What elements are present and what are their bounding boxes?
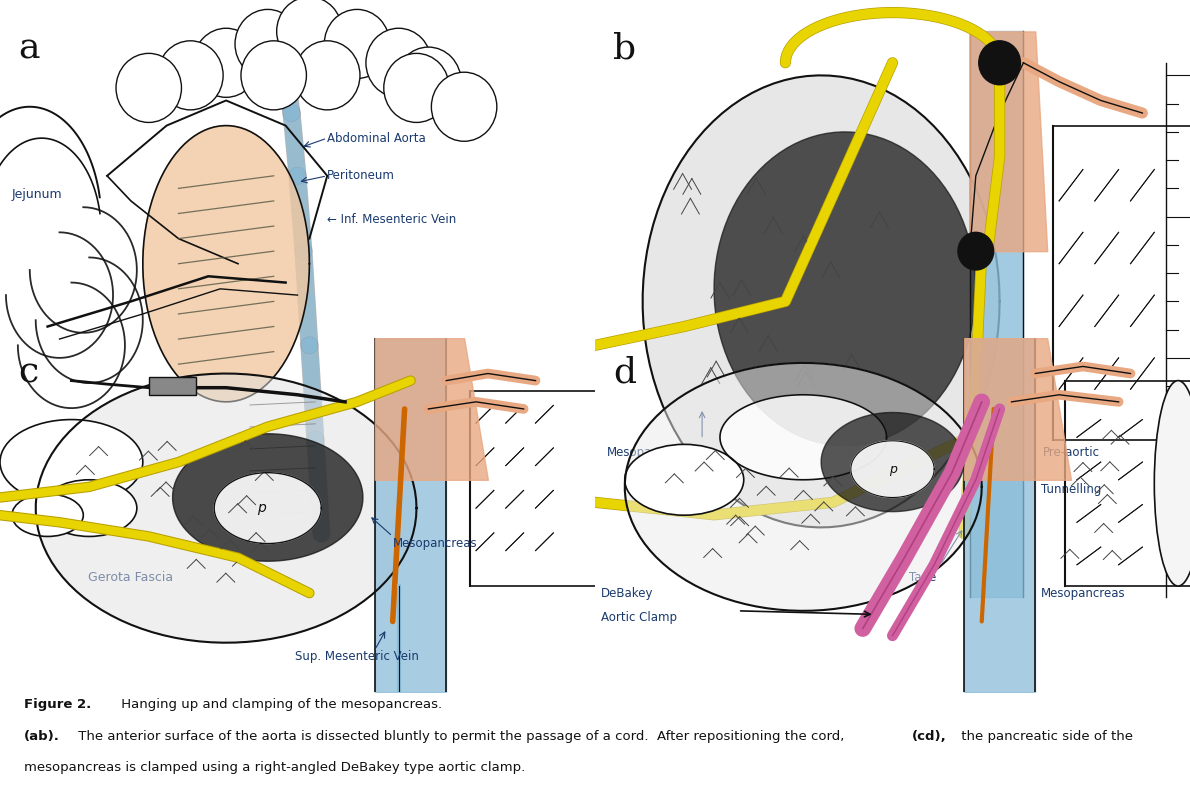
Polygon shape (173, 434, 363, 561)
Circle shape (324, 10, 390, 78)
Text: Hanging up and clamping of the mesopancreas.: Hanging up and clamping of the mesopancr… (117, 698, 441, 711)
Polygon shape (821, 412, 964, 512)
Text: the pancreatic side of the: the pancreatic side of the (957, 730, 1133, 743)
Text: DeBakey: DeBakey (601, 587, 653, 600)
Text: Figure 2.: Figure 2. (24, 698, 92, 711)
Circle shape (625, 444, 744, 515)
Circle shape (395, 47, 462, 116)
Circle shape (958, 233, 994, 270)
Circle shape (432, 72, 497, 142)
Text: Jejunum: Jejunum (12, 188, 63, 201)
Text: Tunnelling: Tunnelling (1041, 483, 1101, 496)
Ellipse shape (1154, 381, 1190, 586)
Polygon shape (143, 126, 309, 402)
Circle shape (276, 0, 343, 66)
Text: Mesopancreas: Mesopancreas (393, 537, 477, 550)
Text: Tape: Tape (909, 572, 935, 584)
Polygon shape (214, 473, 321, 543)
Text: mesopancreas is clamped using a right-angled DeBakey type aortic clamp.: mesopancreas is clamped using a right-an… (24, 761, 525, 774)
Text: ← Inf. Mesenteric Vein: ← Inf. Mesenteric Vein (327, 213, 457, 226)
Polygon shape (643, 76, 1000, 527)
Circle shape (193, 28, 259, 97)
Circle shape (383, 53, 450, 122)
Polygon shape (36, 374, 416, 642)
Text: Aortic Clamp: Aortic Clamp (601, 612, 677, 625)
Polygon shape (720, 394, 887, 480)
Text: Mesopancreas: Mesopancreas (1040, 587, 1126, 600)
Text: c: c (18, 356, 38, 390)
Text: a: a (18, 31, 39, 65)
Text: (cd),: (cd), (912, 730, 946, 743)
Polygon shape (851, 441, 934, 497)
Text: (ab).: (ab). (24, 730, 60, 743)
Text: b: b (613, 31, 635, 65)
Text: p: p (889, 463, 896, 476)
Text: Abdominal Aorta: Abdominal Aorta (327, 132, 426, 145)
Polygon shape (714, 132, 976, 446)
Text: d: d (613, 356, 635, 390)
Circle shape (117, 53, 181, 122)
Circle shape (367, 28, 432, 97)
Text: p: p (257, 502, 267, 515)
Circle shape (12, 494, 83, 536)
Circle shape (236, 10, 301, 78)
Circle shape (295, 41, 361, 110)
FancyBboxPatch shape (149, 377, 196, 394)
Polygon shape (625, 363, 982, 611)
Text: The anterior surface of the aorta is dissected bluntly to permit the passage of : The anterior surface of the aorta is dis… (74, 730, 848, 743)
Circle shape (240, 41, 307, 110)
Circle shape (0, 419, 143, 505)
Text: Pre-aortic: Pre-aortic (1042, 446, 1100, 459)
Text: Peritoneum: Peritoneum (327, 169, 395, 182)
Circle shape (978, 41, 1021, 85)
Circle shape (157, 41, 224, 110)
Circle shape (42, 480, 137, 536)
Text: Mesopancreas: Mesopancreas (607, 446, 691, 459)
Text: Gerota Fascia: Gerota Fascia (88, 572, 174, 584)
Text: Sup. Mesenteric Vein: Sup. Mesenteric Vein (295, 650, 419, 663)
